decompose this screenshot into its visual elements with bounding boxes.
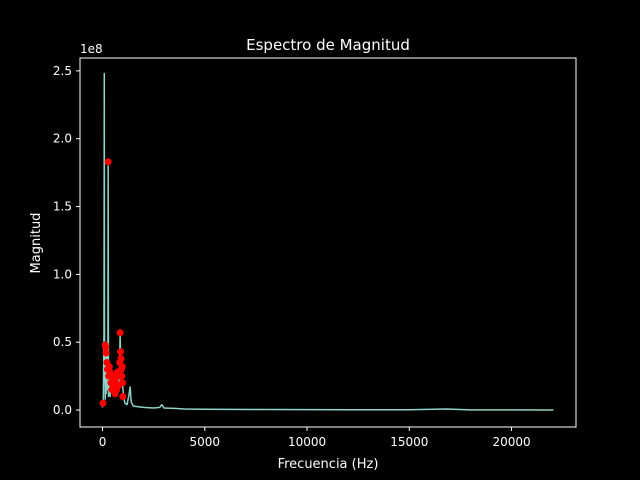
x-tick-label: 10000 [288, 435, 326, 449]
peak-point [117, 354, 125, 362]
chart-title: Espectro de Magnitud [246, 36, 410, 54]
y-tick-label: 0.5 [53, 335, 72, 349]
x-axis-label: Frecuencia (Hz) [278, 457, 379, 472]
peak-point [102, 344, 110, 352]
y-tick-label: 2.0 [53, 132, 72, 146]
y-offset-label: 1e8 [80, 42, 103, 56]
y-tick-label: 1.0 [53, 267, 72, 281]
plot-frame [79, 57, 577, 428]
peak-markers [99, 158, 127, 407]
peak-point [119, 379, 127, 387]
y-tick-label: 0.0 [53, 403, 72, 417]
peak-point [102, 349, 110, 357]
x-tick-label: 0 [99, 435, 107, 449]
y-tick-label: 1.5 [53, 200, 72, 214]
x-axis: 0 5000 10000 15000 20000 [99, 427, 531, 449]
peak-point [119, 392, 127, 400]
peak-point [104, 158, 112, 166]
y-axis: 0.0 0.5 1.0 1.5 2.0 2.5 [53, 64, 80, 417]
x-tick-label: 5000 [190, 435, 221, 449]
x-tick-label: 15000 [390, 435, 428, 449]
y-axis-label: Magnitud [29, 213, 44, 274]
peak-point [99, 399, 107, 407]
peak-point [118, 372, 126, 380]
peak-point [105, 363, 113, 371]
peak-point [117, 348, 125, 356]
y-tick-label: 2.5 [53, 64, 72, 78]
peak-point [116, 329, 124, 337]
x-tick-label: 20000 [492, 435, 530, 449]
peak-point [118, 363, 126, 371]
